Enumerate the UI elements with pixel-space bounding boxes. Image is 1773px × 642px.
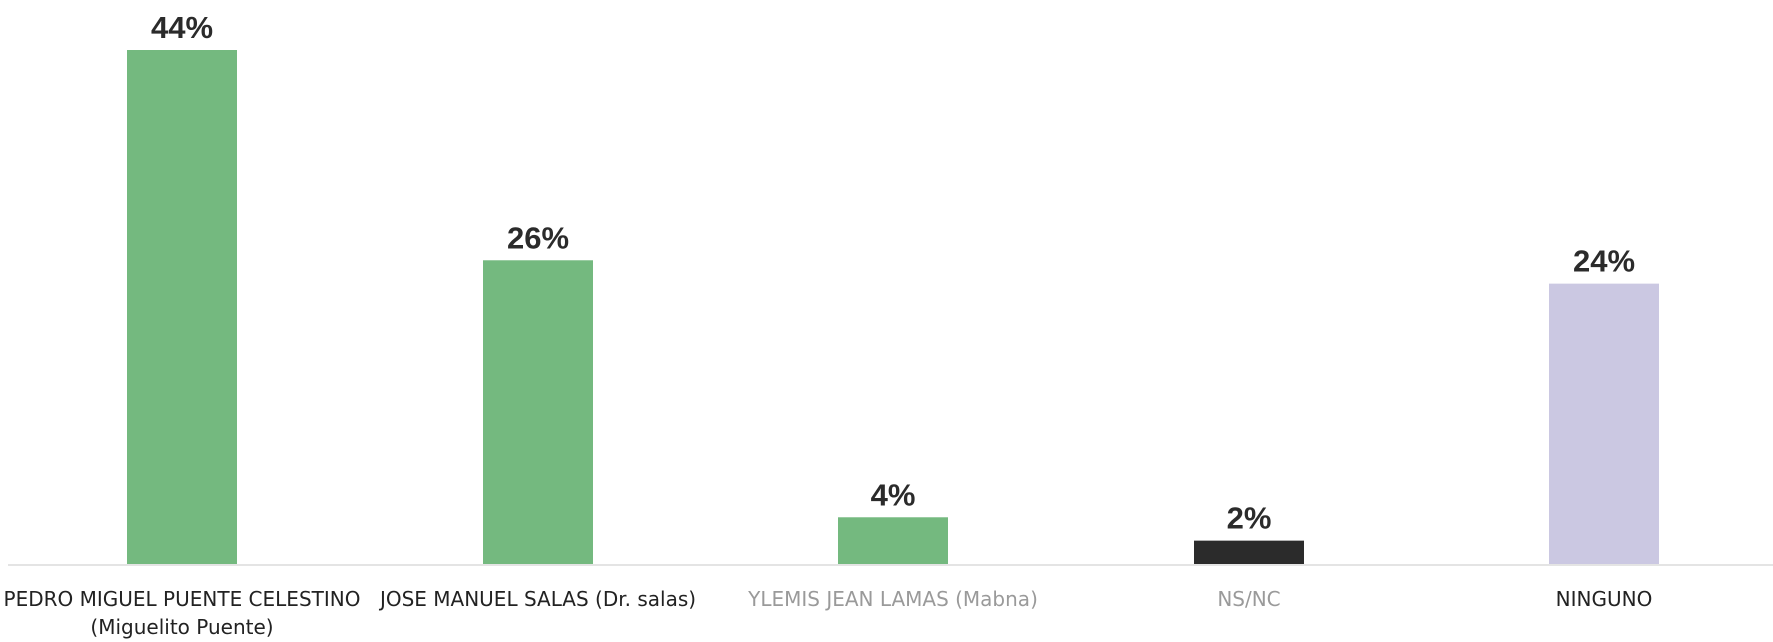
category-label-1: PEDRO MIGUEL PUENTE CELESTINO (Miguelito … (4, 587, 361, 639)
category-label-5: NINGUNO (1556, 587, 1653, 611)
value-label-5: 24% (1573, 244, 1635, 279)
category-label-4: NS/NC (1217, 587, 1280, 611)
category-label-3: YLEMIS JEAN LAMAS (Mabna) (747, 587, 1038, 611)
value-label-2: 26% (507, 220, 569, 255)
bar-5 (1549, 283, 1659, 564)
bar-2 (483, 260, 593, 564)
bar-1 (127, 50, 237, 564)
value-label-3: 4% (871, 477, 916, 512)
bar-4 (1194, 540, 1304, 564)
category-label-2: JOSE MANUEL SALAS (Dr. salas) (378, 587, 696, 611)
value-label-4: 2% (1227, 501, 1272, 536)
bar-3 (838, 517, 948, 564)
value-label-1: 44% (151, 10, 213, 45)
